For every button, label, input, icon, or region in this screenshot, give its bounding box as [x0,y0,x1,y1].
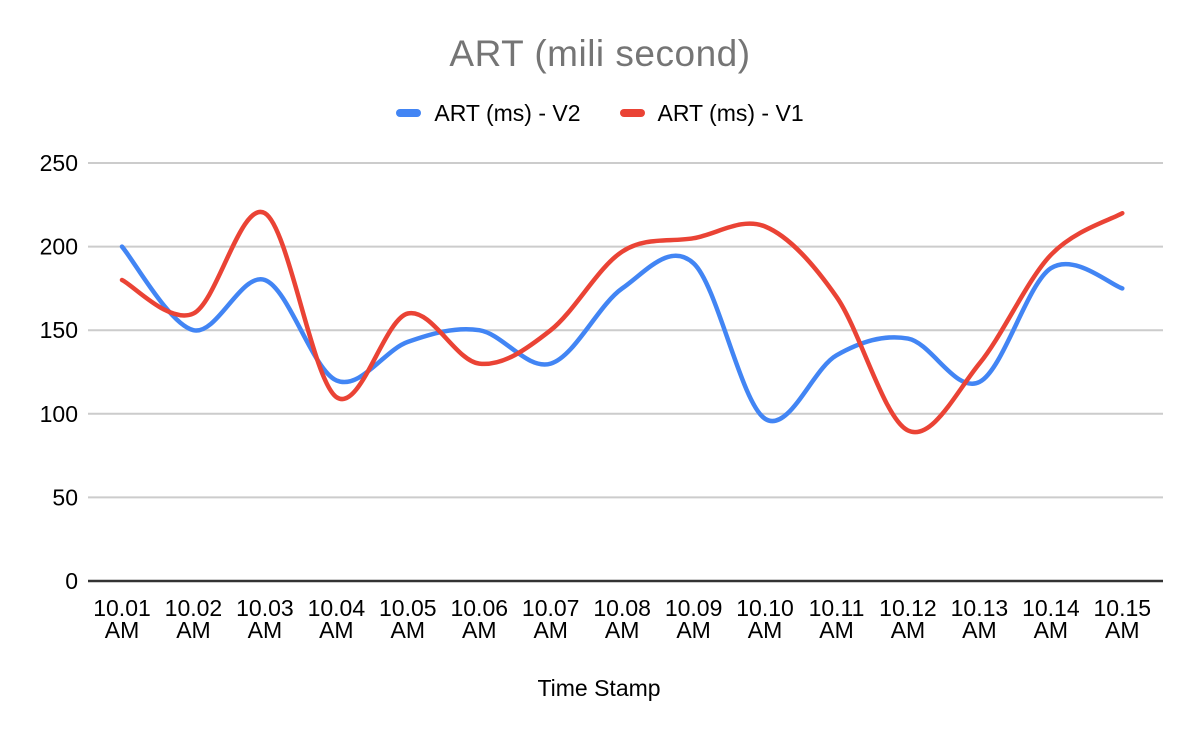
series-line-v1 [119,209,1125,435]
x-tick-label: 10.15 AM [1094,595,1152,643]
x-tick-label: 10.10 AM [736,595,794,643]
x-tick-label: 10.05 AM [379,595,437,643]
y-tick-label: 200 [40,234,78,260]
x-tick-label: 10.03 AM [236,595,294,643]
legend-label-v1: ART (ms) - V1 [657,100,804,126]
y-tick-label: 50 [52,484,78,510]
x-tick-label: 10.07 AM [522,595,580,643]
x-tick-label: 10.09 AM [665,595,723,643]
x-tick-label: 10.12 AM [879,595,937,643]
x-tick-label: 10.04 AM [308,595,366,643]
y-tick-label: 250 [40,150,78,176]
legend-item-v1: ART (ms) - V1 [619,99,804,127]
x-tick-label: 10.01 AM [93,595,151,643]
x-tick-label: 10.13 AM [951,595,1009,643]
x-tick-label: 10.02 AM [165,595,223,643]
y-tick-label: 150 [40,317,78,343]
series-line-v2 [119,244,1125,424]
x-tick-label: 10.06 AM [450,595,508,643]
y-tick-label: 0 [65,568,78,594]
legend-label-v2: ART (ms) - V2 [434,100,581,126]
x-tick-label: 10.08 AM [593,595,651,643]
legend-swatch-v2 [396,109,422,117]
x-tick-label: 10.11 AM [809,595,865,643]
legend: ART (ms) - V2 ART (ms) - V1 [0,99,1200,127]
y-tick-label: 100 [40,401,78,427]
legend-swatch-v1 [619,109,645,117]
x-axis-title: Time Stamp [537,675,660,701]
x-tick-label: 10.14 AM [1022,595,1080,643]
legend-item-v2: ART (ms) - V2 [396,99,581,127]
chart-title: ART (mili second) [449,33,751,74]
